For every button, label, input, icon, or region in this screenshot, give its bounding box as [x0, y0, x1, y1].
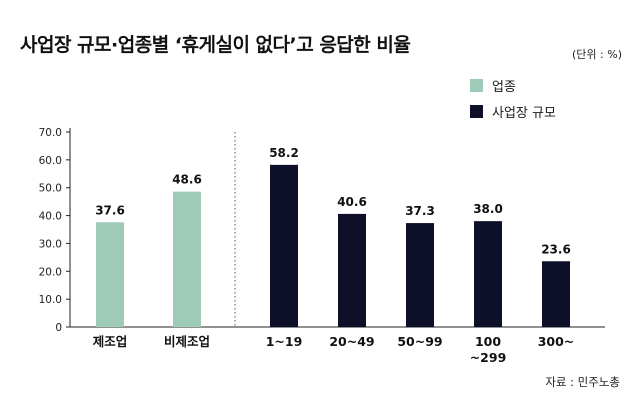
- x-tick-label: 1~19: [266, 334, 303, 349]
- legend-item-industry: 업종: [470, 74, 556, 96]
- x-tick-label: 300~: [538, 334, 575, 349]
- legend: 업종 사업장 규모: [470, 74, 556, 126]
- data-label: 37.6: [95, 203, 125, 217]
- legend-swatch-industry: [470, 78, 483, 92]
- y-tick-label: 60.0: [39, 155, 62, 167]
- y-tick-label: 30.0: [39, 238, 62, 250]
- legend-swatch-size: [470, 104, 483, 118]
- chart-title: 사업장 규모·업종별 ‘휴게실이 없다’고 응답한 비율: [20, 34, 411, 56]
- y-tick-label: 0: [55, 322, 62, 334]
- data-label: 38.0: [473, 202, 503, 216]
- bar: [406, 223, 434, 327]
- legend-label-size: 사업장 규모: [492, 105, 556, 121]
- x-tick-label: 100: [475, 334, 501, 349]
- data-label: 58.2: [269, 146, 299, 160]
- legend-label-industry: 업종: [492, 79, 516, 95]
- y-tick-label: 40.0: [39, 211, 62, 223]
- bar: [338, 213, 366, 327]
- y-tick-label: 50.0: [39, 183, 62, 195]
- y-tick-label: 10.0: [39, 294, 62, 306]
- data-label: 37.3: [405, 204, 435, 218]
- data-label: 48.6: [172, 173, 202, 187]
- bar: [474, 221, 502, 327]
- x-tick-label: 제조업: [93, 334, 128, 349]
- data-label: 40.6: [337, 195, 367, 209]
- x-tick-label: 50~99: [397, 334, 442, 349]
- data-label: 23.6: [541, 242, 571, 256]
- x-tick-label: 20~49: [329, 334, 374, 349]
- unit-note: (단위 : %): [572, 48, 622, 61]
- x-tick-label: ~299: [470, 350, 507, 365]
- y-tick-label: 20.0: [39, 266, 62, 278]
- bar: [542, 261, 570, 327]
- legend-item-size: 사업장 규모: [470, 100, 556, 122]
- y-tick-label: 70.0: [39, 127, 62, 139]
- x-tick-label: 비제조업: [164, 334, 210, 349]
- bar: [270, 164, 298, 327]
- source-note: 자료 : 민주노총: [545, 375, 620, 389]
- bar: [173, 191, 201, 327]
- bar: [96, 222, 124, 327]
